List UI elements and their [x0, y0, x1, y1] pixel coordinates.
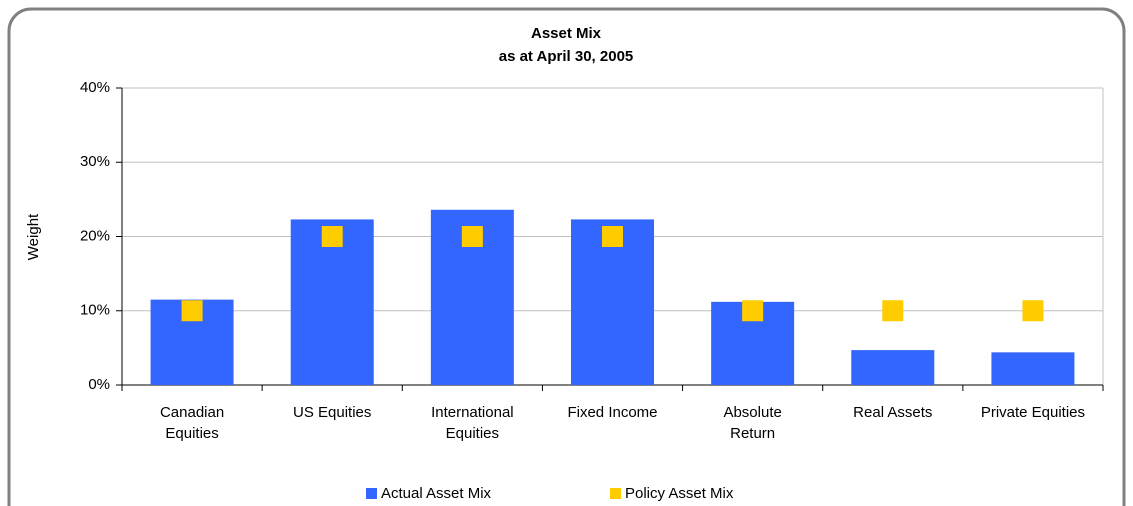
x-tick-label: Absolute Return: [723, 404, 782, 442]
legend-swatch: [366, 488, 377, 499]
x-tick-label: Canadian Equities: [159, 404, 225, 442]
policy-marker: [602, 226, 623, 247]
bar: [991, 352, 1075, 385]
policy-marker: [882, 300, 904, 322]
policy-marker: [742, 300, 764, 322]
policy-marker: [1022, 300, 1044, 322]
y-tick-label: 10%: [80, 302, 110, 319]
x-tick-label: International Equities: [431, 404, 514, 442]
legend-swatch: [610, 488, 621, 499]
bar: [290, 219, 374, 385]
chart-subtitle: as at April 30, 2005: [499, 48, 634, 65]
bar: [851, 350, 935, 385]
policy-marker: [181, 300, 203, 322]
x-tick-label: US Equities: [293, 404, 372, 421]
y-tick-label: 0%: [88, 376, 110, 393]
policy-marker: [321, 226, 343, 247]
y-axis-label: Weight: [25, 213, 42, 260]
chart-title: Asset Mix: [531, 25, 602, 42]
x-tick-label: Real Assets: [853, 404, 933, 421]
x-tick-label: Private Equities: [980, 404, 1086, 421]
policy-marker: [461, 226, 483, 247]
y-tick-label: 20%: [80, 227, 110, 244]
legend-label: Policy Asset Mix: [625, 485, 734, 502]
y-tick-label: 30%: [80, 153, 110, 170]
bar: [571, 219, 654, 385]
legend-label: Actual Asset Mix: [381, 485, 492, 502]
x-tick-label: Fixed Income: [567, 404, 658, 421]
y-tick-label: 40%: [80, 79, 110, 96]
chart-frame: [7, 7, 1126, 506]
